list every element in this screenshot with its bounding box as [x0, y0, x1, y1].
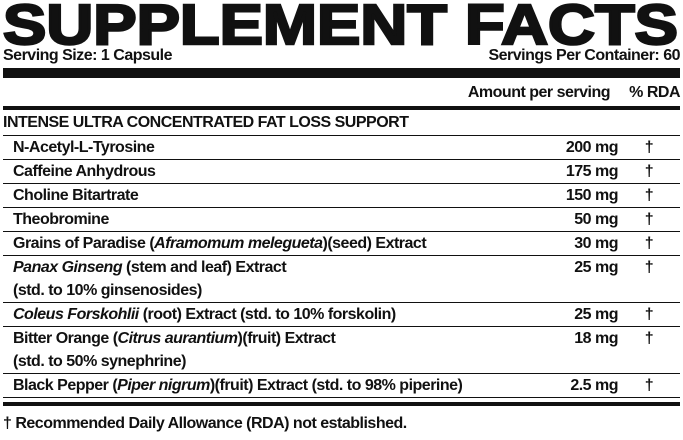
ingredient-row: Theobromine 50 mg † — [3, 208, 680, 232]
name-segment: Panax Ginseng — [13, 259, 123, 276]
name-segment: Piper nigrum — [117, 377, 210, 394]
amount: 30 mg — [574, 235, 618, 252]
ingredient-name: Coleus Forskohlii (root) Extract (std. t… — [3, 303, 528, 326]
name-segment: (std. to 10% ginsenosides) — [13, 282, 202, 299]
name-line: Black Pepper (Piper nigrum)(fruit) Extra… — [13, 374, 528, 397]
name-line: Caffeine Anhydrous — [13, 160, 528, 183]
ingredient-name: Choline Bitartrate — [3, 184, 528, 207]
name-line: N-Acetyl-L-Tyrosine — [13, 136, 528, 159]
name-line: (std. to 50% synephrine) — [13, 350, 528, 373]
amount: 25 mg — [574, 259, 618, 276]
medium-rule — [3, 106, 680, 110]
rows: N-Acetyl-L-Tyrosine 200 mg † Caffeine Anhyd… — [3, 136, 680, 398]
ingredient-row: N-Acetyl-L-Tyrosine 200 mg † — [3, 136, 680, 160]
header-rda: % RDA — [629, 84, 680, 101]
amount: 18 mg — [574, 330, 618, 347]
amount: 2.5 mg — [570, 377, 618, 394]
name-segment: Grains of Paradise ( — [13, 235, 155, 252]
name-segment: Bitter Orange ( — [13, 330, 118, 347]
ingredient-name: Panax Ginseng (stem and leaf) Extract (st… — [3, 256, 528, 302]
name-line: Grains of Paradise (Aframomum melegueta)… — [13, 232, 528, 255]
name-segment: N-Acetyl-L-Tyrosine — [13, 139, 155, 156]
name-segment: (root) Extract (std. to 10% forskolin) — [138, 306, 397, 323]
serving-size: Serving Size: 1 Capsule — [3, 47, 173, 64]
name-segment: Caffeine Anhydrous — [13, 163, 156, 180]
name-segment: Choline Bitartrate — [13, 187, 139, 204]
ingredient-row: Panax Ginseng (stem and leaf) Extract (st… — [3, 256, 680, 303]
ingredient-row: Coleus Forskohlii (root) Extract (std. t… — [3, 303, 680, 327]
ingredient-row: Black Pepper (Piper nigrum)(fruit) Extra… — [3, 374, 680, 398]
ingredient-name: Grains of Paradise (Aframomum melegueta)… — [3, 232, 528, 255]
ingredient-row: Caffeine Anhydrous 175 mg † — [3, 160, 680, 184]
bottom-rule — [3, 402, 680, 406]
serving-row: Serving Size: 1 Capsule Servings Per Con… — [3, 47, 680, 67]
name-line: Coleus Forskohlii (root) Extract (std. t… — [13, 303, 528, 326]
amount: 50 mg — [574, 211, 618, 228]
amount: 150 mg — [565, 187, 619, 204]
name-segment: Citrus aurantium — [117, 330, 239, 347]
rda-mark: † — [644, 139, 654, 156]
name-line: Bitter Orange (Citrus aurantium)(fruit) … — [13, 327, 528, 350]
name-segment: (stem and leaf) Extract — [122, 259, 287, 276]
ingredient-row: Choline Bitartrate 150 mg † — [3, 184, 680, 208]
footnote: † Recommended Daily Allowance (RDA) not … — [3, 415, 407, 432]
rda-mark: † — [644, 330, 654, 347]
name-segment: Aframomum melegueta — [154, 235, 323, 252]
name-segment: (std. to 50% synephrine) — [13, 353, 186, 370]
name-segment: Coleus Forskohlii — [13, 306, 139, 323]
rda-mark: † — [644, 163, 654, 180]
title: SUPPLEMENT FACTS — [3, 0, 678, 48]
header-amount: Amount per serving — [467, 84, 611, 101]
ingredient-name: Bitter Orange (Citrus aurantium)(fruit) … — [3, 327, 528, 373]
ingredient-name: N-Acetyl-L-Tyrosine — [3, 136, 528, 159]
rda-mark: † — [644, 211, 654, 228]
name-line: Choline Bitartrate — [13, 184, 528, 207]
rda-mark: † — [644, 377, 654, 394]
name-segment: Black Pepper ( — [13, 377, 118, 394]
name-segment: )(fruit) Extract (std. to 98% piperine) — [209, 377, 463, 394]
amount: 25 mg — [574, 306, 618, 323]
header-row: Amount per serving % RDA — [3, 81, 681, 105]
name-line: (std. to 10% ginsenosides) — [13, 279, 528, 302]
rda-mark: † — [644, 187, 654, 204]
ingredient-row: Bitter Orange (Citrus aurantium)(fruit) … — [3, 327, 680, 374]
name-line: Theobromine — [13, 208, 528, 231]
ingredient-name: Black Pepper (Piper nigrum)(fruit) Extra… — [3, 374, 528, 397]
rda-mark: † — [644, 235, 654, 252]
name-segment: )(fruit) Extract — [237, 330, 336, 347]
ingredient-name: Caffeine Anhydrous — [3, 160, 528, 183]
servings-per-container: Servings Per Container: 60 — [488, 47, 680, 64]
name-line: Panax Ginseng (stem and leaf) Extract — [13, 256, 528, 279]
rda-mark: † — [644, 306, 654, 323]
thick-rule — [3, 68, 680, 78]
ingredient-row: Grains of Paradise (Aframomum melegueta)… — [3, 232, 680, 256]
amount: 200 mg — [565, 139, 619, 156]
ingredient-name: Theobromine — [3, 208, 528, 231]
name-segment: )(seed) Extract — [322, 235, 427, 252]
amount: 175 mg — [565, 163, 619, 180]
rda-mark: † — [644, 259, 654, 276]
name-segment: Theobromine — [13, 211, 109, 228]
section-title: INTENSE ULTRA CONCENTRATED FAT LOSS SUPP… — [3, 111, 680, 136]
title-svg: SUPPLEMENT FACTS — [3, 0, 679, 48]
